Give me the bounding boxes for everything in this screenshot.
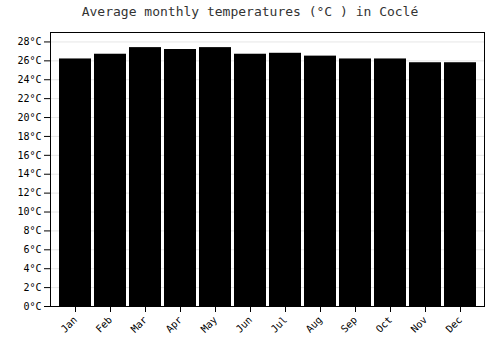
html-text:Average monthly temperatures (: Average monthly temperatures (°C ) in Co… xyxy=(81,4,419,19)
svg-text:24°C: 24°C xyxy=(17,74,41,85)
svg-text:Sep: Sep xyxy=(339,314,360,335)
svg-text:2°C: 2°C xyxy=(23,282,41,293)
svg-text:Feb: Feb xyxy=(94,314,115,335)
svg-text:16°C: 16°C xyxy=(17,150,41,161)
svg-text:Oct: Oct xyxy=(374,314,395,335)
svg-text:6°C: 6°C xyxy=(23,244,41,255)
svg-text:Jul: Jul xyxy=(269,314,290,335)
svg-text:8°C: 8°C xyxy=(23,225,41,236)
svg-text:Nov: Nov xyxy=(409,314,430,335)
svg-text:Jan: Jan xyxy=(59,314,80,335)
svg-text:22°C: 22°C xyxy=(17,93,41,104)
svg-text:Apr: Apr xyxy=(164,314,185,335)
svg-text:12°C: 12°C xyxy=(17,187,41,198)
svg-text:14°C: 14°C xyxy=(17,168,41,179)
svg-text:Dec: Dec xyxy=(444,314,465,335)
svg-text:Jun: Jun xyxy=(234,314,255,335)
svg-text:4°C: 4°C xyxy=(23,263,41,274)
svg-text:20°C: 20°C xyxy=(17,112,41,123)
svg-text:26°C: 26°C xyxy=(17,55,41,66)
svg-text:Aug: Aug xyxy=(304,314,325,335)
svg-text:18°C: 18°C xyxy=(17,131,41,142)
svg-text:10°C: 10°C xyxy=(17,206,41,217)
svg-text:28°C: 28°C xyxy=(17,36,41,47)
svg-text:0°C: 0°C xyxy=(23,301,41,312)
svg-text:May: May xyxy=(199,314,220,335)
svg-text:Mar: Mar xyxy=(129,314,150,335)
